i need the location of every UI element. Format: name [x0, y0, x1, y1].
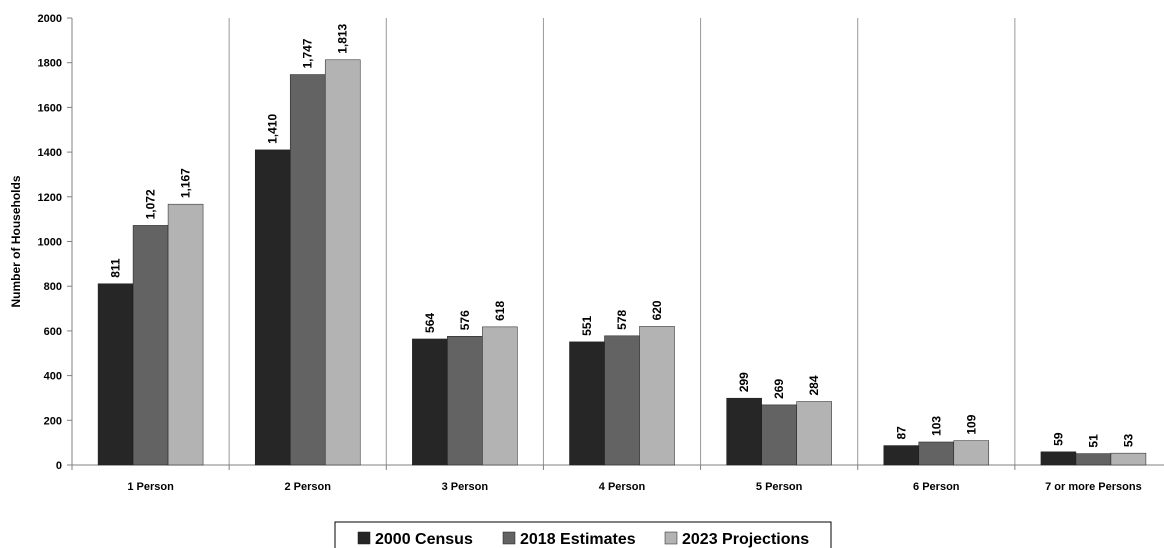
x-tick-label: 1 Person	[127, 481, 174, 493]
data-label: 1,747	[301, 38, 315, 68]
bar-1-3	[412, 338, 448, 466]
bar-1-4	[569, 341, 605, 466]
data-label: 576	[458, 310, 472, 330]
x-tick-label: 2 Person	[284, 481, 331, 493]
bar-3-4	[639, 326, 675, 466]
legend-label: 2018 Estimates	[520, 531, 636, 548]
bar-3-7	[1110, 452, 1147, 466]
legend-swatch	[502, 531, 516, 545]
data-label: 1,410	[266, 114, 280, 144]
y-tick-label: 1400	[38, 147, 62, 159]
data-label: 53	[1121, 433, 1135, 447]
bar-2-6	[918, 441, 955, 466]
bar-2-3	[447, 336, 483, 466]
y-tick-label: 600	[44, 326, 62, 338]
bar-3-1	[167, 203, 204, 466]
bar-2-7	[1075, 453, 1112, 466]
x-tick-label: 7 or more Persons	[1045, 481, 1142, 493]
y-tick-label: 200	[44, 415, 62, 427]
bar-3-2	[324, 59, 361, 466]
x-tick-label: 6 Person	[913, 481, 960, 493]
bar-2-1	[132, 225, 169, 466]
y-tick-label: 400	[44, 371, 62, 383]
x-tick-label: 5 Person	[756, 481, 803, 493]
data-label: 103	[929, 416, 943, 436]
y-tick-label: 2000	[38, 13, 62, 25]
y-tick-label: 800	[44, 281, 62, 293]
bar-3-6	[953, 440, 990, 466]
data-label: 284	[807, 375, 821, 395]
data-label: 269	[772, 379, 786, 399]
data-label: 1,167	[179, 168, 193, 198]
bar-1-6	[883, 445, 920, 466]
bar-1-5	[726, 397, 762, 466]
y-tick-label: 1200	[38, 192, 62, 204]
data-label: 620	[650, 300, 664, 320]
data-label: 811	[109, 258, 123, 278]
y-tick-label: 0	[56, 460, 62, 472]
x-tick-label: 4 Person	[599, 481, 646, 493]
legend-swatch	[357, 531, 371, 545]
data-label: 551	[580, 316, 594, 336]
bar-2-5	[761, 404, 797, 466]
legend-label: 2000 Census	[375, 531, 473, 548]
data-label: 578	[615, 309, 629, 329]
y-tick-label: 1600	[38, 102, 62, 114]
data-label: 109	[964, 414, 978, 434]
data-label: 87	[894, 426, 908, 440]
data-label: 299	[737, 372, 751, 392]
y-tick-label: 1000	[38, 237, 62, 249]
data-label: 618	[493, 301, 507, 321]
data-label: 59	[1051, 432, 1065, 446]
bar-1-2	[254, 149, 291, 466]
bar-1-1	[97, 283, 134, 466]
x-tick-label: 3 Person	[442, 481, 489, 493]
legend-box	[334, 521, 832, 548]
y-tick-label: 1800	[38, 58, 62, 70]
y-axis-label: Number of Households	[9, 175, 23, 307]
bar-3-5	[796, 401, 832, 466]
legend-label: 2023 Projections	[682, 531, 809, 548]
legend-swatch	[664, 531, 678, 545]
data-label: 51	[1086, 434, 1100, 448]
bar-3-3	[482, 326, 518, 466]
bar-1-7	[1040, 451, 1077, 466]
data-label: 1,072	[144, 189, 158, 219]
bar-2-2	[289, 74, 326, 466]
bar-2-4	[604, 335, 640, 466]
data-label: 564	[423, 313, 437, 333]
data-label: 1,813	[336, 23, 350, 53]
